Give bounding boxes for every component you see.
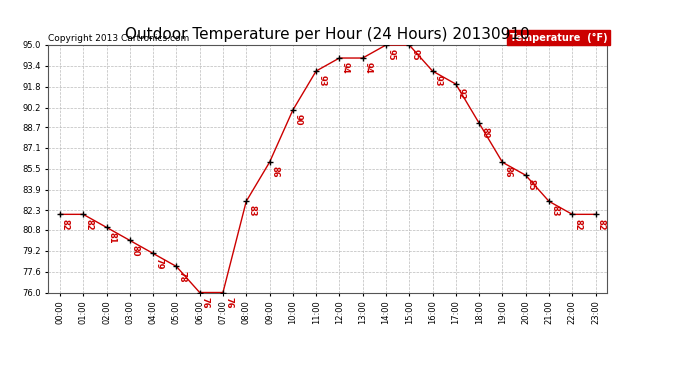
Text: 89: 89 (480, 128, 489, 139)
Text: 93: 93 (433, 75, 442, 87)
Text: 85: 85 (526, 179, 535, 191)
Text: 76: 76 (224, 297, 233, 308)
Text: 78: 78 (177, 271, 186, 282)
Text: 95: 95 (411, 49, 420, 61)
Text: 86: 86 (270, 166, 279, 178)
Text: 79: 79 (154, 258, 163, 269)
Text: 82: 82 (597, 219, 606, 230)
Text: 82: 82 (573, 219, 582, 230)
Text: Copyright 2013 Cartronics.com: Copyright 2013 Cartronics.com (48, 33, 190, 42)
Text: 81: 81 (108, 231, 117, 243)
Text: 94: 94 (340, 62, 349, 74)
Title: Outdoor Temperature per Hour (24 Hours) 20130910: Outdoor Temperature per Hour (24 Hours) … (126, 27, 530, 42)
Text: 86: 86 (504, 166, 513, 178)
Text: 90: 90 (294, 114, 303, 126)
Text: 80: 80 (131, 244, 140, 256)
Text: 82: 82 (61, 219, 70, 230)
Text: 83: 83 (247, 206, 256, 217)
Text: 93: 93 (317, 75, 326, 87)
Text: 76: 76 (201, 297, 210, 308)
Text: 92: 92 (457, 88, 466, 100)
Text: 82: 82 (84, 219, 93, 230)
Text: 83: 83 (550, 206, 559, 217)
Text: Temperature  (°F): Temperature (°F) (510, 33, 607, 42)
Text: 94: 94 (364, 62, 373, 74)
Text: 95: 95 (387, 49, 396, 61)
